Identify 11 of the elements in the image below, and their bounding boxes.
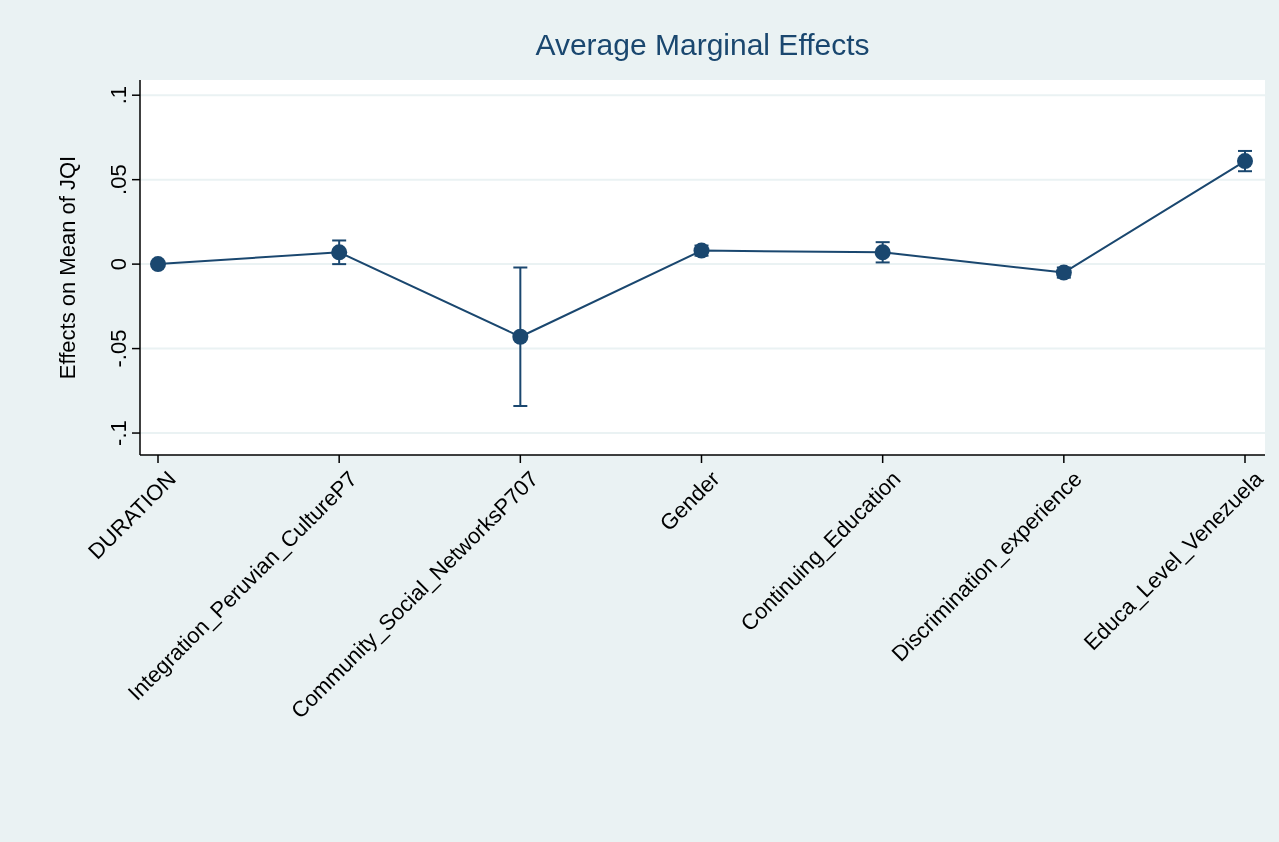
y-tick-label: .1 bbox=[106, 86, 131, 105]
y-tick-label: .05 bbox=[106, 164, 131, 195]
y-tick-label: -.1 bbox=[106, 420, 131, 446]
point bbox=[150, 256, 166, 273]
point bbox=[331, 244, 348, 261]
chart-title: Average Marginal Effects bbox=[535, 28, 870, 61]
y-tick-label: 0 bbox=[106, 258, 131, 271]
y-axis-title: Effects on Mean of JQI bbox=[55, 155, 80, 380]
point bbox=[512, 328, 529, 345]
y-tick-label: -.05 bbox=[106, 329, 131, 368]
point bbox=[1237, 153, 1253, 170]
